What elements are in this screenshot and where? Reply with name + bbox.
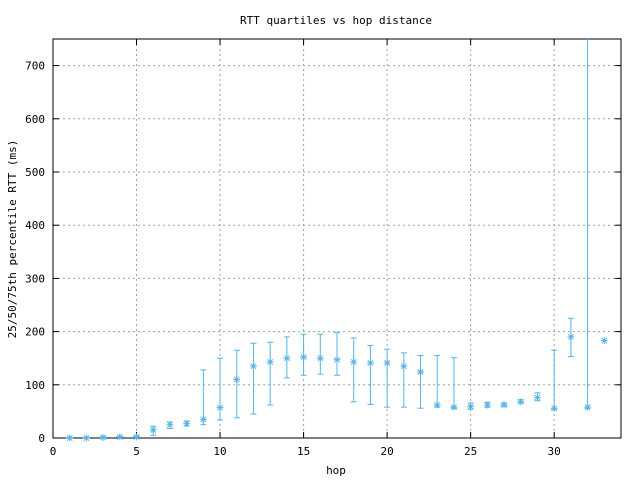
data-point [400,352,408,408]
data-point [433,355,441,409]
median-marker [350,358,358,366]
y-tick-label: 300 [25,272,45,285]
data-point [333,332,341,376]
median-marker [149,426,157,434]
median-marker [216,404,224,412]
x-tick-label: 30 [548,445,561,458]
median-marker [550,404,558,412]
data-point [216,357,224,421]
data-point [417,355,425,409]
median-marker [450,403,458,411]
y-tick-label: 700 [25,60,45,73]
axis-ticks: 0 100 200 300 400 500 600 700 0 5 10 15 20 25 30 [25,39,621,458]
median-marker [266,358,274,366]
x-tick-label: 10 [213,445,226,458]
median-marker [82,434,90,442]
median-marker [199,415,207,423]
median-marker [417,368,425,376]
median-marker [116,433,124,441]
data-point [450,357,458,411]
median-marker [533,394,541,402]
data-point [483,401,491,409]
median-marker [300,353,308,361]
data-point [316,333,324,375]
y-tick-label: 100 [25,379,45,392]
data-point [550,349,558,412]
x-tick-label: 5 [133,445,140,458]
x-tick-label: 25 [464,445,477,458]
x-tick-label: 0 [50,445,57,458]
x-axis-label: hop [326,464,346,477]
median-marker [500,401,508,409]
data-point [517,398,525,406]
data-point [183,420,191,428]
y-tick-label: 400 [25,219,45,232]
median-marker [517,398,525,406]
data-point [567,317,575,358]
data-point [233,349,241,419]
rtt-series [66,39,608,442]
y-tick-label: 500 [25,166,45,179]
data-point [350,337,358,403]
median-marker [316,354,324,362]
median-marker [283,354,291,362]
median-marker [600,337,608,345]
data-point [383,348,391,408]
median-marker [233,375,241,383]
data-point [116,433,124,441]
y-axis-label: 25/50/75th percentile RTT (ms) [6,140,19,339]
median-marker [133,433,141,441]
y-tick-label: 200 [25,326,45,339]
median-marker [166,421,174,429]
data-point [584,39,592,411]
chart-title: RTT quartiles vs hop distance [240,14,432,27]
data-point [467,402,475,411]
y-tick-label: 0 [38,432,45,445]
median-marker [333,356,341,364]
x-tick-label: 15 [297,445,310,458]
median-marker [66,434,74,442]
median-marker [433,401,441,409]
median-marker [584,403,592,411]
median-marker [567,333,575,341]
data-point [149,425,157,436]
median-marker [249,362,257,370]
median-marker [483,401,491,409]
data-point [366,344,374,405]
data-point [199,369,207,426]
data-point [283,336,291,379]
data-point [82,434,90,442]
x-tick-label: 20 [380,445,393,458]
median-marker [366,359,374,367]
data-point [66,434,74,442]
data-point [99,433,107,441]
data-point [500,401,508,409]
data-point [533,392,541,402]
data-point [249,342,257,415]
median-marker [400,362,408,370]
data-point [266,341,274,406]
median-marker [99,433,107,441]
data-point [300,333,308,376]
median-marker [467,403,475,411]
median-marker [183,420,191,428]
plot-frame [52,38,622,439]
data-point [166,421,174,429]
y-tick-label: 600 [25,113,45,126]
data-point [600,337,608,345]
grid-lines [53,39,621,438]
data-point [133,433,141,441]
median-marker [383,359,391,367]
